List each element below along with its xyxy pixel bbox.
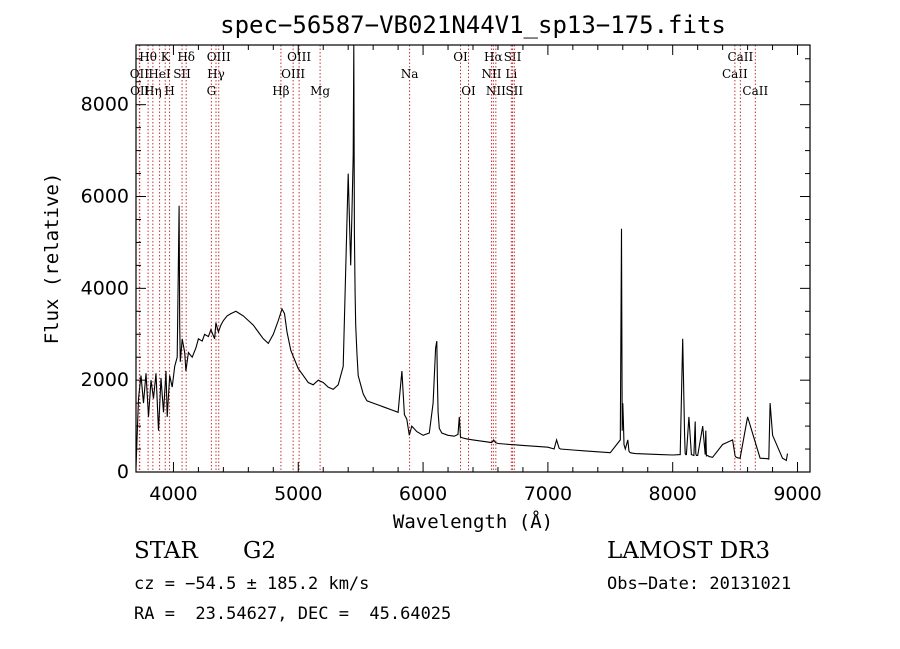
survey-name: LAMOST DR3 <box>607 538 771 564</box>
observation-date: Obs−Date: 20131021 <box>607 574 792 594</box>
x-axis-label: Wavelength (Å) <box>393 510 553 533</box>
line-marker-label: OI <box>453 50 468 64</box>
line-marker-label: K <box>161 50 171 64</box>
spectrum-line <box>135 44 789 468</box>
line-marker-label: OIII <box>287 50 311 64</box>
object-class: STAR <box>134 538 198 564</box>
line-marker-label: SII <box>504 50 522 64</box>
line-marker-label: Hβ <box>272 84 289 98</box>
axis-ticks: 4000 5000 6000 7000 8000 9000 0 2000 4000 6000 800… <box>81 45 822 505</box>
line-marker-label: OII <box>130 84 150 98</box>
line-marker-label: OIII <box>207 50 231 64</box>
line-marker-label: Hα <box>484 50 503 64</box>
line-marker-label: SII <box>173 67 191 81</box>
redshift-velocity: cz = −54.5 ± 185.2 km/s <box>134 574 370 594</box>
y-tick-label: 0 <box>117 461 129 483</box>
x-tick-label: 9000 <box>773 483 821 505</box>
line-marker-label: NII <box>481 67 501 81</box>
y-tick-label: 6000 <box>81 186 129 208</box>
coordinates: RA = 23.54627, DEC = 45.64025 <box>134 604 452 624</box>
line-marker-label: CaII <box>742 84 768 98</box>
subclass: G2 <box>243 538 277 564</box>
line-marker-label: OIII <box>281 67 305 81</box>
line-marker-label: H <box>164 84 174 98</box>
line-marker-label: NII <box>486 84 506 98</box>
line-marker-label: Na <box>401 67 419 81</box>
spectrum-chart: spec−56587−VB021N44V1_sp13−175.fits Hθ OI… <box>41 11 822 533</box>
y-tick-label: 2000 <box>81 369 129 391</box>
plot-frame <box>135 44 811 473</box>
line-marker-label: SII <box>505 84 523 98</box>
line-marker-label: Hθ <box>139 50 157 64</box>
line-marker-label: Hη <box>144 84 162 98</box>
y-tick-label: 4000 <box>81 277 129 299</box>
y-tick-label: 8000 <box>81 94 129 116</box>
line-marker-label: OI <box>461 84 476 98</box>
chart-title: spec−56587−VB021N44V1_sp13−175.fits <box>220 11 726 39</box>
line-marker-label: Hγ <box>207 67 225 81</box>
line-marker-label: HeI <box>148 67 171 81</box>
y-axis-label: Flux (relative) <box>41 173 63 345</box>
x-tick-label: 5000 <box>274 483 322 505</box>
x-tick-label: 4000 <box>149 483 197 505</box>
x-tick-label: 8000 <box>649 483 697 505</box>
line-marker-label: CaII <box>727 50 753 64</box>
line-marker-label: G <box>207 84 217 98</box>
line-marker-label: Mg <box>310 84 330 98</box>
line-marker-label: Li <box>505 67 517 81</box>
line-marker-label: Hδ <box>177 50 195 64</box>
x-tick-label: 6000 <box>399 483 447 505</box>
line-marker-label: CaII <box>722 67 748 81</box>
x-tick-label: 7000 <box>524 483 572 505</box>
line-markers: HθOIIOIIHηHeIKHSIIHδGHγOIIIHβOIIIOIIIMgN… <box>130 45 768 472</box>
